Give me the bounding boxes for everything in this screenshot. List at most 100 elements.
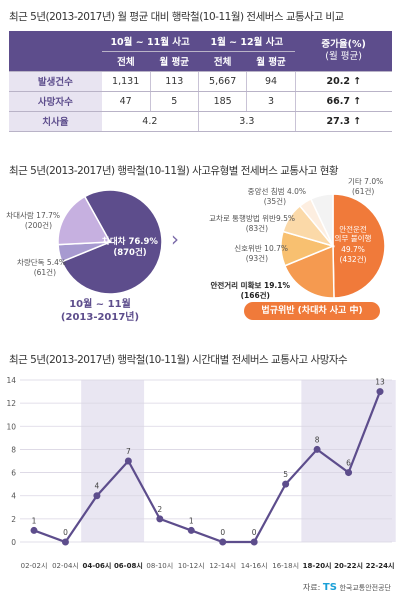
y-tick-label: 12 [6, 399, 16, 408]
y-tick-label: 10 [6, 422, 16, 431]
data-point [282, 480, 290, 488]
pie-count: (93건) [246, 253, 268, 263]
y-tick-label: 2 [11, 515, 16, 524]
row-label: 치사율 [9, 111, 102, 132]
pie-count: (166건) [241, 290, 270, 300]
table-title: 최근 5년(2013-2017년) 월 평균 대비 행락철(10-11월) 전세… [9, 11, 344, 23]
x-tick-label: 04-06시 [82, 562, 111, 570]
data-point [124, 457, 132, 465]
y-tick-label: 6 [11, 469, 16, 478]
x-tick-label: 10-12시 [178, 562, 205, 570]
cell-year-total: 185 [197, 91, 247, 112]
pie-count: (61건) [34, 267, 56, 277]
line-section-title: 최근 5년(2013-2017년) 행락철(10-11월) 시간대별 전세버스 … [9, 354, 348, 366]
row-label: 사망자수 [9, 91, 102, 112]
cell-year-rate: 3.3 [197, 111, 296, 132]
header-oct-nov: 10월 ~ 11월 사고 [101, 31, 199, 52]
data-point [345, 469, 353, 477]
pie-label: 안전운전 [339, 224, 367, 234]
source: 자료: TS 한국교통안전공단 [303, 582, 391, 593]
cell-oct-rate: 4.2 [101, 111, 199, 132]
header-blank [9, 31, 102, 72]
source-label: 자료: [302, 583, 321, 592]
pie-charts: 차대차 76.9%(870건) 차대사람 17.7%(200건) 차량단독 5.4%… [6, 178, 386, 300]
pie-label: 차량단독 5.4% [17, 257, 66, 267]
pie-count: (432건) [339, 254, 366, 264]
comparison-table: 10월 ~ 11월 사고 1월 ~ 12월 사고 증가율(%) (월 평균) 전… [9, 31, 392, 132]
pie-slice [283, 244, 335, 299]
data-label: 0 [63, 528, 68, 537]
table-row: 발생건수 1,131 113 5,667 94 20.2 ↑ [9, 71, 392, 92]
cell-oct-total: 1,131 [101, 71, 151, 92]
pie-value: 49.7% [341, 245, 365, 254]
row-label: 발생건수 [9, 71, 102, 92]
pie-label: 차대차 76.9% [102, 236, 158, 247]
data-label: 13 [375, 378, 385, 387]
cell-year-avg: 94 [246, 71, 296, 92]
data-label: 8 [315, 435, 320, 444]
table-subheader-row: 전체 월 평균 전체 월 평균 [9, 51, 392, 72]
header-rate-sub: (월 평균) [325, 50, 362, 62]
pie-label: 의무 불이행 [335, 233, 372, 243]
cell-rate: 20.2 ↑ [294, 71, 392, 92]
data-point [30, 526, 38, 534]
data-label: 1 [189, 516, 194, 525]
x-tick-label: 02-04시 [52, 562, 79, 570]
data-point [250, 538, 258, 546]
cell-oct-total: 47 [101, 91, 151, 112]
source-org: 한국교통안전공단 [339, 584, 391, 592]
x-tick-label: 20-22시 [334, 562, 363, 570]
header-rate: 증가율(%) (월 평균) [295, 31, 392, 72]
pie-slice [60, 189, 163, 295]
data-point [156, 515, 164, 523]
data-point [187, 526, 195, 534]
period-label: 10월 ~ 11월 (2013-2017년) [30, 298, 170, 324]
data-label: 2 [157, 505, 162, 514]
subheader-year-avg: 월 평균 [246, 51, 296, 72]
ts-logo: TS [322, 582, 337, 593]
pie-slice [57, 195, 112, 246]
x-tick-label: 22-24시 [366, 562, 395, 570]
y-tick-label: 8 [11, 445, 16, 454]
pie-label: 안전거리 미확보 19.1% [210, 280, 290, 290]
data-label: 5 [283, 470, 288, 479]
highlight-band [301, 380, 396, 542]
data-point [313, 445, 321, 453]
table-row: 치사율 4.2 3.3 27.3 ↑ [9, 111, 392, 132]
data-point [93, 492, 101, 500]
pie-slice [332, 193, 386, 299]
y-tick-label: 14 [6, 376, 16, 385]
table-row: 사망자수 47 5 185 3 66.7 ↑ [9, 91, 392, 112]
highlight-band [81, 380, 145, 542]
data-label: 7 [126, 447, 131, 456]
x-tick-label: 16-18시 [272, 562, 299, 570]
table-header-row: 10월 ~ 11월 사고 1월 ~ 12월 사고 증가율(%) (월 평균) [9, 31, 392, 72]
subheader-oct-avg: 월 평균 [150, 51, 199, 72]
header-rate-label: 증가율(%) [321, 38, 366, 50]
pie-count: (83건) [246, 223, 268, 233]
x-tick-label: 12-14시 [209, 562, 236, 570]
data-point [61, 538, 69, 546]
cell-rate: 27.3 ↑ [294, 111, 392, 132]
violation-badge: 법규위반 (차대차 사고 中) [244, 302, 380, 320]
pie-count: (61건) [352, 186, 374, 196]
y-tick-label: 0 [11, 538, 16, 547]
x-tick-label: 18-20시 [303, 562, 332, 570]
pie-label: 교차로 통행방법 위반9.5% [209, 213, 295, 223]
pie-count: (35건) [264, 196, 286, 206]
cell-year-total: 5,667 [197, 71, 247, 92]
data-label: 0 [252, 528, 257, 537]
period-line-2: (2013-2017년) [60, 312, 140, 323]
pie-slice [309, 193, 334, 247]
data-label: 6 [346, 459, 351, 468]
data-label: 0 [220, 528, 225, 537]
data-label: 1 [32, 516, 37, 525]
pie-label: 중앙선 침범 4.0% [248, 186, 306, 196]
x-tick-label: 06-08시 [114, 562, 143, 570]
pie-count: (200건) [25, 220, 52, 230]
pie-label: 신호위반 10.7% [234, 244, 288, 253]
x-tick-label: 02-02시 [21, 562, 48, 570]
subheader-oct-total: 전체 [101, 51, 151, 72]
